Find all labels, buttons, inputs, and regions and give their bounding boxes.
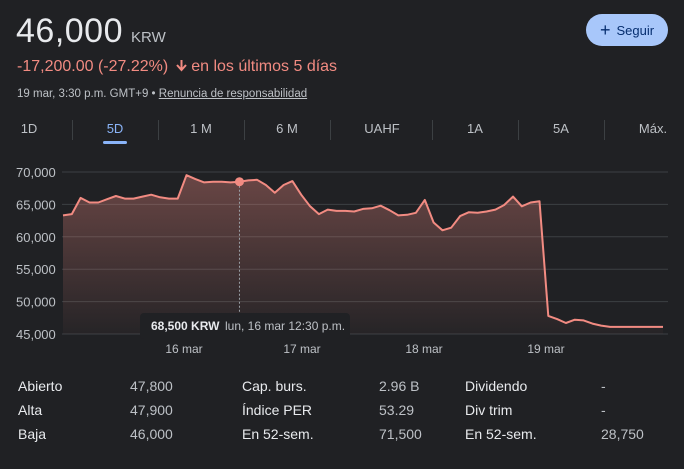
stat-label: En 52-sem. xyxy=(242,426,314,442)
change-amount: -17,200.00 (-27.22%) xyxy=(17,58,169,75)
stat-value: 28,750 xyxy=(601,426,644,442)
meta-separator: • xyxy=(148,88,159,100)
range-tabs: 1D 5D 1 M 6 M UAHF 1A 5A Máx. xyxy=(0,116,684,144)
stat-label: Abierto xyxy=(18,378,63,394)
tab-divider xyxy=(330,120,331,140)
stat-label: Baja xyxy=(18,426,47,442)
arrow-down-icon xyxy=(176,59,187,76)
tab-1m[interactable]: 1 M xyxy=(190,121,212,136)
stat-value: - xyxy=(601,402,606,418)
tab-1y[interactable]: 1A xyxy=(467,121,483,136)
stat-value: 47,800 xyxy=(130,378,173,394)
stat-value: 2.96 B xyxy=(379,378,420,394)
x-tick-label: 16 mar xyxy=(165,342,202,356)
stat-label: En 52-sem. xyxy=(465,426,537,442)
stat-label: Índice PER xyxy=(242,402,313,418)
stat-label: Alta xyxy=(18,402,43,418)
tooltip-date: lun, 16 mar 12:30 p.m. xyxy=(225,319,345,333)
price-chart[interactable]: 70,000 65,000 60,000 55,000 50,000 45,000 16 m… xyxy=(0,155,684,363)
change-period: en los últimos 5 días xyxy=(191,58,338,75)
stat-value: 53.29 xyxy=(379,402,415,418)
tab-ytd[interactable]: UAHF xyxy=(364,121,400,136)
follow-button[interactable]: + Seguir xyxy=(586,14,668,46)
stat-label: Div trim xyxy=(465,402,513,418)
price-header: 46,000 KRW xyxy=(16,12,166,51)
tab-divider xyxy=(518,120,519,140)
tooltip-value: 68,500 KRW xyxy=(151,319,220,333)
quote-meta: 19 mar, 3:30 p.m. GMT+9 • Renuncia de re… xyxy=(17,88,307,100)
x-tick-label: 17 mar xyxy=(283,342,320,356)
stat-value: 46,000 xyxy=(130,426,173,442)
tab-divider xyxy=(604,120,605,140)
tab-5y[interactable]: 5A xyxy=(553,121,569,136)
tab-divider xyxy=(72,120,73,140)
stat-value: 71,500 xyxy=(379,426,422,442)
tab-1d[interactable]: 1D xyxy=(20,121,38,136)
tab-divider xyxy=(432,120,433,140)
tab-divider xyxy=(244,120,245,140)
y-tick-label: 50,000 xyxy=(16,295,56,310)
current-price: 46,000 xyxy=(16,12,123,50)
tab-max[interactable]: Máx. xyxy=(638,121,668,136)
x-tick-label: 19 mar xyxy=(527,342,564,356)
tab-6m[interactable]: 6 M xyxy=(276,121,298,136)
currency-code: KRW xyxy=(131,29,166,46)
stat-label: Dividendo xyxy=(465,378,528,394)
quote-timestamp: 19 mar, 3:30 p.m. GMT+9 xyxy=(17,88,149,100)
price-area xyxy=(63,175,663,334)
hover-point xyxy=(234,177,244,187)
y-tick-label: 45,000 xyxy=(16,327,56,342)
follow-button-label: Seguir xyxy=(616,22,655,38)
price-change: -17,200.00 (-27.22%) en los últimos 5 dí… xyxy=(17,58,337,76)
plus-icon: + xyxy=(599,20,611,40)
tooltip-box xyxy=(140,313,350,339)
tab-5d[interactable]: 5D xyxy=(94,116,136,144)
y-tick-label: 55,000 xyxy=(16,262,56,277)
stat-value: - xyxy=(601,378,606,394)
disclaimer-link[interactable]: Renuncia de responsabilidad xyxy=(158,88,308,100)
y-tick-label: 65,000 xyxy=(16,197,56,212)
price-line xyxy=(62,174,663,328)
x-tick-label: 18 mar xyxy=(405,342,442,356)
y-tick-label: 70,000 xyxy=(16,165,56,180)
y-tick-label: 60,000 xyxy=(16,230,56,245)
stat-label: Cap. burs. xyxy=(242,378,307,394)
tab-divider xyxy=(158,120,159,140)
stat-value: 47,900 xyxy=(130,402,173,418)
